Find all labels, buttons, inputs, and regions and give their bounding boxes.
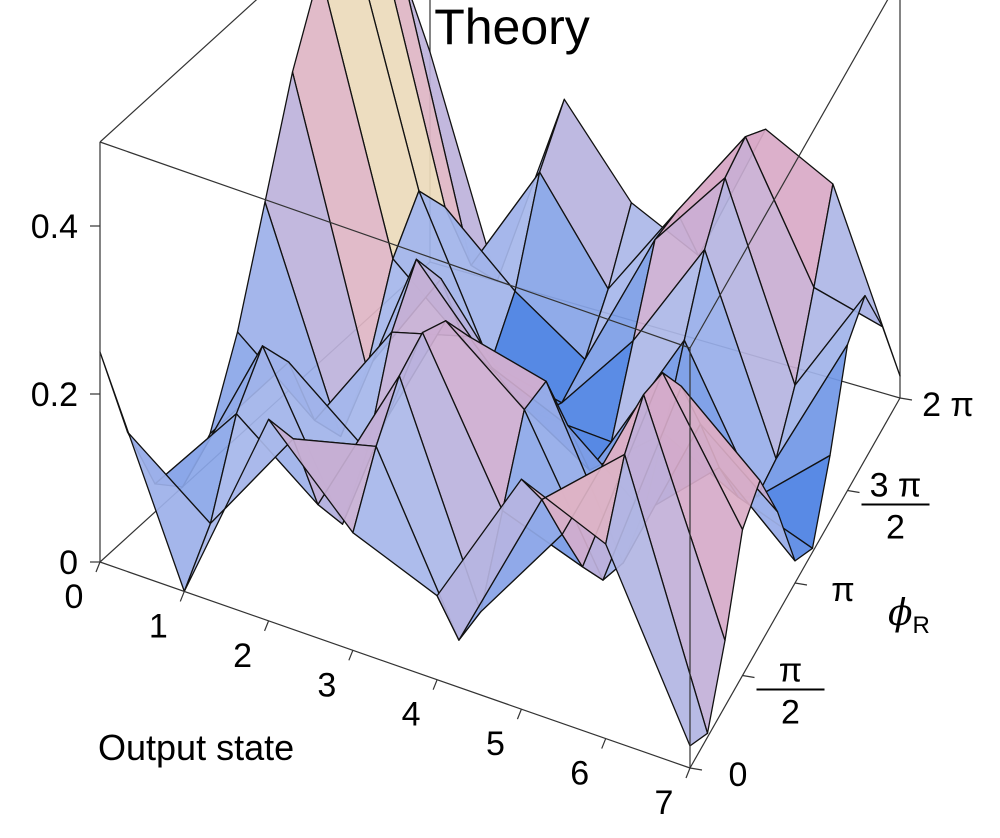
box-edge-left-top: [99, 0, 258, 143]
z-tick-label: 0.2: [31, 376, 78, 414]
y-axis-symbol: ϕ: [888, 593, 913, 634]
x-tick-mark: [95, 561, 101, 573]
surface-patch: [605, 453, 709, 747]
z-tick-labels: 0 0.2 0.4: [31, 208, 78, 582]
box-edge-front-top: [99, 141, 691, 349]
x-tick-label: 7: [655, 784, 674, 822]
x-tick-mark: [179, 591, 185, 602]
x-tick-label: 4: [402, 696, 421, 734]
y-tick-label: 2 π: [922, 386, 974, 424]
x-tick-mark: [348, 650, 354, 661]
y-tick-mark: [847, 489, 860, 494]
tick-marks: [90, 225, 913, 779]
x-tick-label: 0: [65, 578, 84, 616]
y-tick-mark: [794, 582, 808, 586]
x-tick-mark: [432, 679, 438, 690]
box-edge-front-floor: [99, 561, 691, 769]
box-edge-right-top: [689, 0, 889, 349]
chart-title: Theory: [434, 0, 590, 55]
y-tick-mark: [689, 767, 703, 771]
x-tick-mark: [516, 708, 522, 720]
x-tick-label: 3: [317, 666, 336, 704]
z-tick-label: 0.4: [31, 208, 78, 246]
y-axis-title: ϕR: [888, 593, 930, 639]
y-tick-label-denominator: 2: [886, 509, 905, 547]
surface-mesh: [99, 0, 901, 747]
x-tick-mark: [685, 767, 691, 779]
x-tick-label: 1: [149, 607, 168, 645]
y-axis-subscript: R: [913, 612, 930, 639]
y-tick-mark: [742, 674, 755, 679]
y-tick-label-numerator: 3 π: [870, 467, 922, 505]
x-tick-label: 6: [570, 755, 589, 793]
x-tick-mark: [264, 620, 270, 632]
y-tick-label: π: [831, 571, 854, 609]
y-tick-label-numerator: π: [779, 652, 802, 690]
x-tick-labels: 0 1 2 3 4 5 6 7: [65, 578, 674, 822]
y-tick-label-denominator: 2: [781, 694, 800, 732]
x-tick-mark: [601, 738, 607, 749]
x-tick-label: 2: [233, 637, 252, 675]
y-tick-label: 0: [729, 756, 748, 794]
x-tick-label: 5: [486, 725, 505, 763]
y-tick-mark: [899, 397, 913, 401]
x-axis-title: Output state: [98, 727, 294, 768]
z-tick-label: 0: [59, 544, 78, 582]
